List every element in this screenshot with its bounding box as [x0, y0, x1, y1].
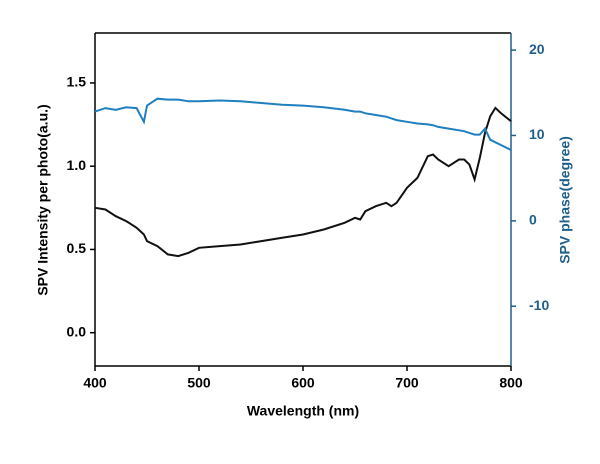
x-tick-label: 700	[395, 375, 419, 391]
y2-axis-label: SPV phase(degree)	[557, 136, 573, 264]
data-line	[94, 106, 512, 258]
y-tick-label: 1.5	[67, 74, 87, 90]
y2-tick-label: -10	[529, 297, 549, 313]
x-tick-label: 800	[499, 375, 523, 391]
y2-tick-label: 20	[529, 41, 545, 57]
y2-tick-label: 10	[529, 126, 545, 142]
data-line	[94, 97, 512, 151]
x-tick-label: 500	[187, 375, 211, 391]
y-tick-label: 0.5	[67, 240, 87, 256]
x-tick-label: 400	[83, 375, 107, 391]
y2-tick-label: 0	[529, 212, 537, 228]
y-tick-label: 1.0	[67, 157, 87, 173]
y-tick-label: 0.0	[67, 323, 87, 339]
y-axis-label: SPV Intensity per photo(a.u.)	[35, 104, 51, 295]
x-tick-label: 600	[291, 375, 315, 391]
x-axis-label: Wavelength (nm)	[247, 403, 359, 419]
